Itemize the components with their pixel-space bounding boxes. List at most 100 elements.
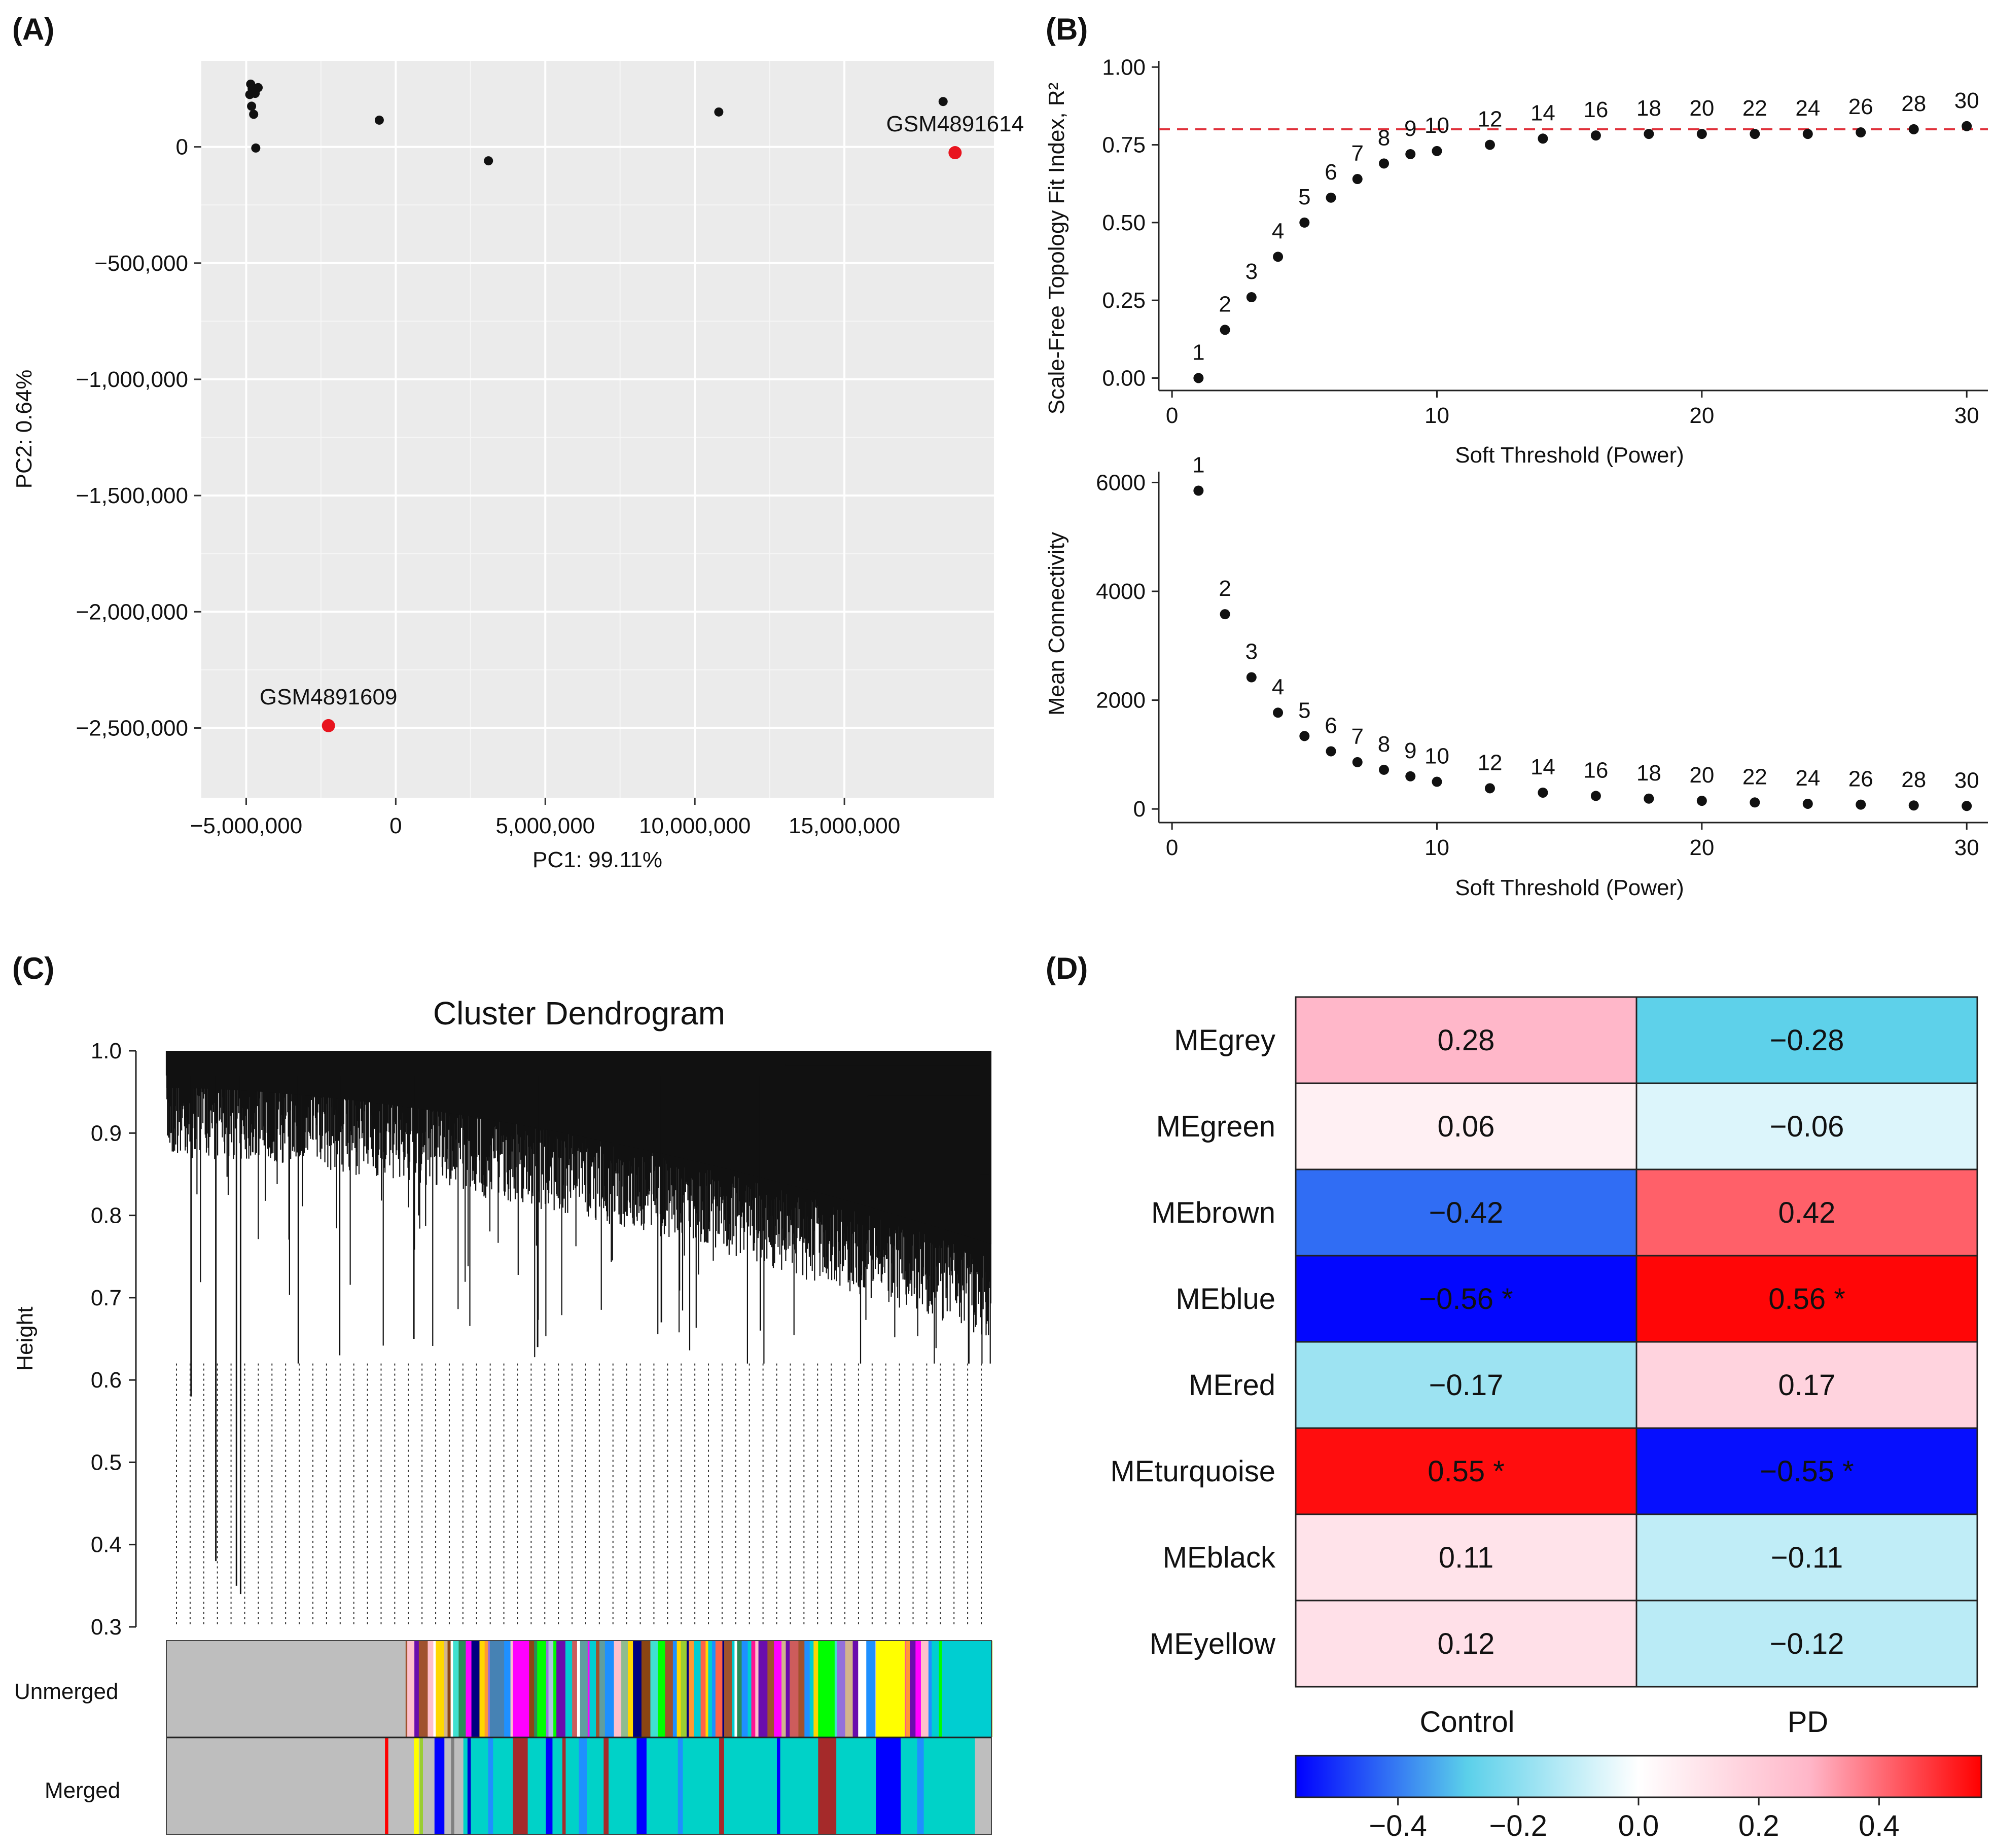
power-point [1802, 129, 1813, 139]
colorbar-ticks: −0.4 −0.2 0.0 0.2 0.4 [1369, 1797, 1900, 1842]
unmerged-module-stripe [596, 1641, 600, 1737]
power-point-label: 10 [1425, 113, 1449, 138]
unmerged-module-stripe [565, 1641, 573, 1737]
heatmap-cell-value: −0.42 [1429, 1196, 1504, 1229]
pca-plot-background [201, 61, 994, 798]
power-point-label: 16 [1583, 97, 1608, 122]
heatmap-cell-value: −0.17 [1429, 1369, 1504, 1402]
power-point-label: 14 [1530, 100, 1555, 125]
unmerged-module-stripe [621, 1641, 628, 1737]
pca-ticks: −5,000,000 0 5,000,000 10,000,000 15,000,000… [76, 135, 901, 838]
power-point [1220, 609, 1230, 620]
module-color-bars [166, 1640, 993, 1835]
colorbar-tick-label: 0.2 [1738, 1809, 1779, 1842]
heatmap-cell-value: 0.12 [1438, 1627, 1495, 1660]
pca-outlier-label: GSM4891609 [260, 685, 398, 709]
heatmap-row-label: MEgreen [1156, 1110, 1275, 1143]
panel-label-d: (D) [1046, 951, 1088, 985]
heatmap-cell-value: 0.11 [1439, 1541, 1494, 1574]
power-point [1379, 764, 1390, 775]
merged-module-stripe [488, 1738, 493, 1834]
unmerged-module-stripe [686, 1641, 689, 1737]
pca-x-tick-label: 15,000,000 [789, 813, 900, 838]
unmerged-module-stripe [488, 1641, 490, 1737]
dendrogram-mass [166, 1051, 991, 1245]
fit-y-axis-label: Scale-Free Topology Fit Index, R² [1044, 83, 1069, 415]
unmerged-module-stripe [741, 1641, 749, 1737]
heatmap-cell [1295, 1513, 1637, 1602]
merged-module-stripe [419, 1738, 423, 1834]
unmerged-module-stripe [471, 1641, 480, 1737]
unmerged-module-stripe [915, 1641, 921, 1737]
heatmap-row-label: MEturquoise [1110, 1455, 1275, 1488]
power-point-label: 9 [1404, 116, 1416, 141]
y-tick-label: 2000 [1096, 688, 1146, 713]
dendrogram-y-tick-label: 0.6 [91, 1368, 122, 1393]
pca-outlier-point [322, 719, 335, 732]
unmerged-module-stripe [845, 1641, 853, 1737]
heatmap-cell-value: 0.28 [1438, 1024, 1495, 1057]
fit-ticks: 0 10 20 30 0.00 0.25 0.50 0.75 1.00 [1102, 55, 1979, 428]
heatmap-cell-value: −0.12 [1770, 1627, 1844, 1660]
power-point [1326, 192, 1336, 203]
power-point-label: 18 [1636, 96, 1661, 121]
unmerged-module-stripe [767, 1641, 774, 1737]
unmerged-module-stripe [599, 1641, 606, 1737]
power-point-label: 9 [1404, 738, 1416, 763]
pca-plot: −5,000,000 0 5,000,000 10,000,000 15,000,000… [12, 61, 1024, 872]
power-point-label: 12 [1477, 750, 1502, 775]
pca-point [249, 110, 259, 119]
unmerged-module-stripe [676, 1641, 681, 1737]
unmerged-module-stripe [436, 1641, 445, 1737]
heatmap-row-label: MEgrey [1174, 1024, 1275, 1057]
heatmap-cell [1635, 1168, 1978, 1257]
unmerged-module-stripe [650, 1641, 658, 1737]
heatmap-cell [1295, 1600, 1637, 1688]
pca-x-tick-label: 10,000,000 [639, 813, 751, 838]
heatmap-cell-value: −0.28 [1770, 1024, 1844, 1057]
unmerged-module-stripe [715, 1641, 723, 1737]
power-point [1326, 746, 1336, 757]
power-point [1299, 731, 1310, 741]
x-tick-label: 30 [1954, 403, 1979, 428]
heatmap-row-label: MEbrown [1151, 1196, 1275, 1229]
heatmap-col-pd: PD [1788, 1705, 1829, 1738]
unmerged-module-stripe [809, 1641, 814, 1737]
power-point-label: 6 [1325, 160, 1337, 185]
x-tick-label: 10 [1425, 403, 1449, 428]
colorbar-tick-label: −0.4 [1369, 1809, 1427, 1842]
power-point-label: 1 [1192, 340, 1204, 365]
colorbar-tick-label: 0.0 [1618, 1809, 1659, 1842]
unmerged-module-stripe [694, 1641, 701, 1737]
power-point [1432, 776, 1442, 787]
unmerged-module-stripe [428, 1641, 434, 1737]
heatmap-row-label: MEblack [1163, 1541, 1276, 1574]
unmerged-module-stripe [548, 1641, 554, 1737]
heatmap-row-label: MEred [1189, 1369, 1275, 1402]
y-tick-label: 0.50 [1102, 210, 1146, 235]
merged-module-stripe [434, 1738, 445, 1834]
power-point [1590, 791, 1601, 801]
power-point [1299, 217, 1310, 228]
unmerged-module-stripe [858, 1641, 867, 1737]
dendrogram-title: Cluster Dendrogram [433, 995, 725, 1032]
heatmap-cell [1635, 1513, 1978, 1602]
power-point [1352, 757, 1363, 767]
y-tick-label: 0.00 [1102, 366, 1146, 390]
merged-module-stripe [385, 1738, 388, 1834]
power-point [1644, 129, 1654, 139]
merged-module-stripe [876, 1738, 901, 1834]
unmerged-module-stripe [577, 1641, 581, 1737]
unmerged-module-stripe [407, 1641, 415, 1737]
power-point [1246, 292, 1257, 303]
unmerged-module-stripe [920, 1641, 929, 1737]
unmerged-module-stripe [724, 1641, 732, 1737]
dendrogram-y-tick-label: 0.3 [91, 1615, 122, 1640]
unmerged-module-stripe [905, 1641, 910, 1737]
pca-outlier-label: GSM4891614 [886, 112, 1024, 136]
y-tick-label: 0.75 [1102, 133, 1146, 158]
power-point-label: 16 [1583, 758, 1608, 783]
